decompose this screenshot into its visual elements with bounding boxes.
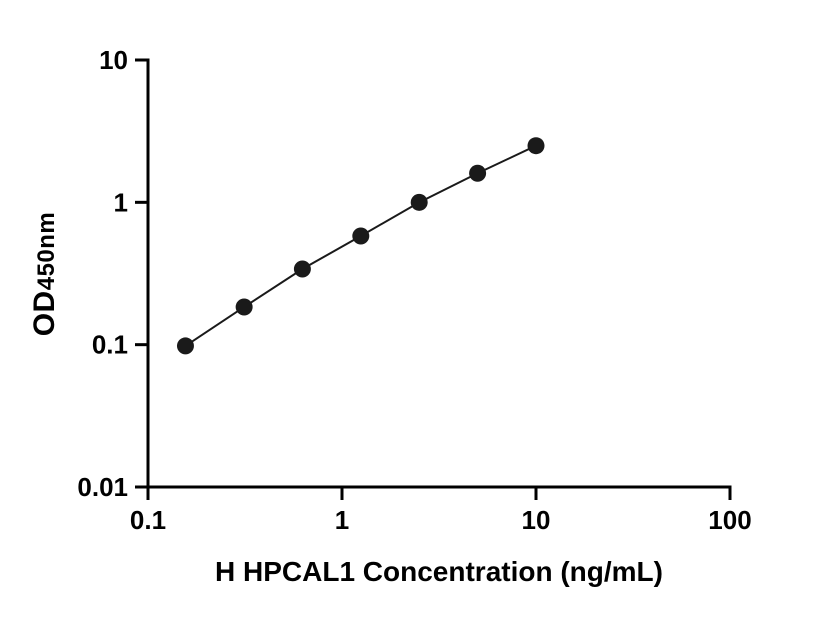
data-point — [527, 137, 545, 155]
y-tick-label: 10 — [99, 45, 128, 75]
y-tick-label: 1 — [114, 187, 128, 217]
data-point — [410, 193, 428, 211]
data-point — [176, 337, 194, 355]
y-axis-title: OD450nm — [23, 104, 67, 444]
x-tick-label: 100 — [708, 505, 751, 535]
y-axis-title-sub: 450nm — [33, 211, 60, 291]
y-tick-label: 0.01 — [77, 472, 128, 502]
data-point — [469, 164, 487, 182]
data-point — [235, 298, 253, 316]
data-point — [352, 227, 370, 245]
x-tick-label: 0.1 — [130, 505, 166, 535]
x-axis-title: H HPCAL1 Concentration (ng/mL) — [215, 556, 663, 587]
data-point — [293, 260, 311, 278]
y-axis-title-main: OD — [28, 290, 61, 337]
y-tick-label: 0.1 — [92, 330, 128, 360]
x-tick-label: 10 — [522, 505, 551, 535]
x-tick-label: 1 — [335, 505, 349, 535]
